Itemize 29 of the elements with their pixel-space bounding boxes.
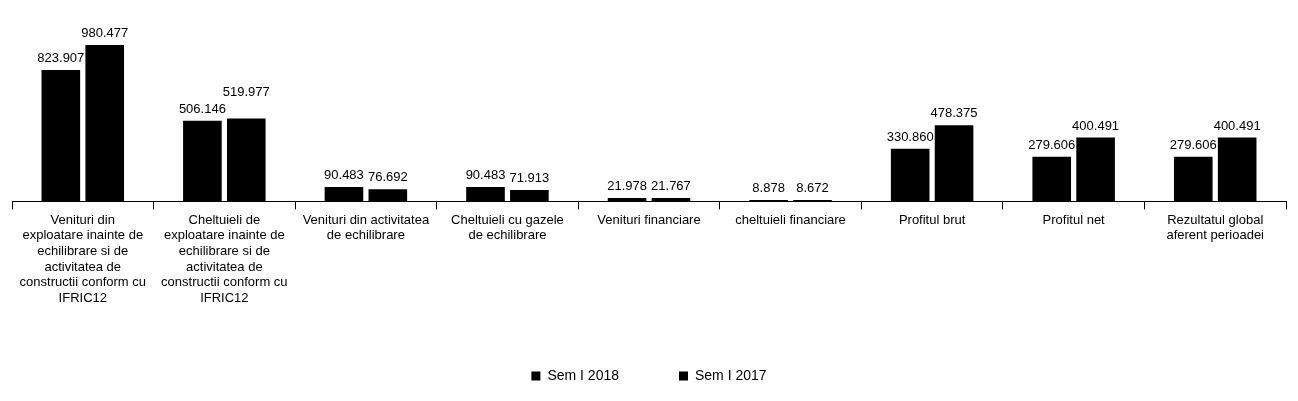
- x-tick-label: Venituri din exploatare inainte de echilibrare si de activitatea de constructii conform cu IFRIC12: [19, 211, 146, 305]
- data-label: 400.491: [1072, 117, 1120, 133]
- data-label: 980.477: [81, 25, 129, 41]
- data-label: 8.878: [752, 180, 785, 196]
- data-label: 21.978: [607, 177, 647, 193]
- data-label: 8.672: [796, 180, 829, 196]
- data-label: 90.483: [324, 167, 364, 183]
- data-label: 21.767: [651, 178, 691, 194]
- data-label: 76.692: [367, 169, 408, 185]
- data-label: 279.606: [1169, 136, 1217, 152]
- legend-label: Sem I 2017: [695, 366, 767, 383]
- x-tick-label: Venituri financiare: [597, 211, 701, 227]
- data-label: 823.907: [37, 50, 85, 66]
- x-tick-label: Venituri din activitatea de echilibrare: [302, 211, 430, 243]
- data-label: 71.913: [509, 170, 550, 186]
- x-tick-label: Profitul net: [1042, 211, 1106, 227]
- x-tick-label: cheltuieli financiare: [735, 211, 846, 227]
- data-label: 90.483: [465, 167, 506, 183]
- legend-label: Sem I 2018: [547, 366, 620, 383]
- data-label: 506.146: [178, 100, 226, 116]
- data-label: 519.977: [222, 83, 270, 99]
- x-tick-label: Cheltuieli de exploatare inainte de echilibrare si de activitatea de constructii conform cu IFRIC12: [161, 211, 288, 305]
- data-label: 478.375: [930, 105, 978, 121]
- x-tick-label: Cheltuieli cu gazele de echilibrare: [451, 211, 564, 243]
- data-label: 279.606: [1028, 136, 1076, 152]
- x-tick-label: Rezultatul global aferent perioadei: [1166, 211, 1265, 243]
- data-label: 330.860: [886, 128, 934, 144]
- x-tick-label: Profitul brut: [898, 211, 966, 227]
- data-label: 400.491: [1213, 117, 1261, 133]
